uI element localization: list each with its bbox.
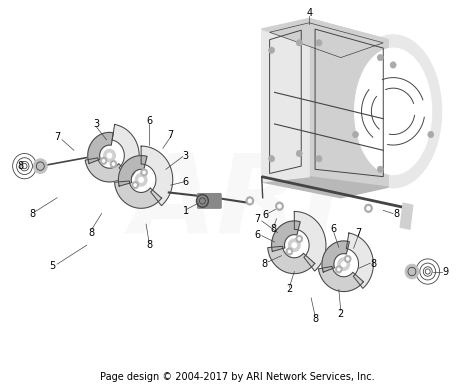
Circle shape xyxy=(337,268,340,271)
Polygon shape xyxy=(294,212,326,271)
Circle shape xyxy=(288,239,300,252)
Circle shape xyxy=(292,242,297,248)
Polygon shape xyxy=(262,177,388,198)
Circle shape xyxy=(390,62,396,68)
Circle shape xyxy=(316,156,322,162)
Polygon shape xyxy=(268,246,315,274)
Circle shape xyxy=(286,248,293,255)
Circle shape xyxy=(107,153,112,158)
Polygon shape xyxy=(309,19,388,187)
Text: 8: 8 xyxy=(146,240,152,250)
Text: 6: 6 xyxy=(255,230,261,240)
Polygon shape xyxy=(262,19,309,182)
Text: 7: 7 xyxy=(168,130,174,139)
Ellipse shape xyxy=(345,35,442,188)
Circle shape xyxy=(298,237,301,240)
FancyBboxPatch shape xyxy=(198,193,221,208)
Text: 2: 2 xyxy=(286,284,292,295)
Text: 6: 6 xyxy=(182,177,189,187)
Text: 8: 8 xyxy=(29,208,36,218)
Circle shape xyxy=(335,266,342,273)
Circle shape xyxy=(110,160,117,168)
Circle shape xyxy=(248,199,252,203)
Circle shape xyxy=(275,202,283,210)
Text: 3: 3 xyxy=(182,151,189,161)
Circle shape xyxy=(344,255,351,262)
Polygon shape xyxy=(112,124,139,180)
Circle shape xyxy=(341,261,346,267)
Circle shape xyxy=(346,257,349,261)
Circle shape xyxy=(366,206,370,210)
Polygon shape xyxy=(115,181,162,208)
Polygon shape xyxy=(85,158,128,182)
Circle shape xyxy=(143,171,146,174)
Circle shape xyxy=(296,150,302,157)
Text: 8: 8 xyxy=(18,161,24,171)
Polygon shape xyxy=(400,203,413,229)
Circle shape xyxy=(377,54,383,61)
Text: 3: 3 xyxy=(93,119,100,129)
Text: 6: 6 xyxy=(331,224,337,234)
Circle shape xyxy=(135,174,147,186)
Circle shape xyxy=(33,159,47,174)
Text: ARI: ARI xyxy=(130,149,344,257)
Polygon shape xyxy=(272,221,300,251)
Polygon shape xyxy=(118,156,147,186)
Circle shape xyxy=(365,204,373,213)
Text: 8: 8 xyxy=(271,224,277,234)
Circle shape xyxy=(428,131,434,138)
Polygon shape xyxy=(88,132,113,164)
Text: 5: 5 xyxy=(49,261,55,271)
Circle shape xyxy=(132,181,139,189)
Text: 2: 2 xyxy=(337,309,344,319)
Circle shape xyxy=(112,163,115,166)
Circle shape xyxy=(269,156,274,162)
Circle shape xyxy=(316,40,322,46)
Text: 6: 6 xyxy=(263,210,269,220)
Circle shape xyxy=(353,131,358,138)
Ellipse shape xyxy=(355,48,432,174)
Circle shape xyxy=(246,197,254,205)
Text: 7: 7 xyxy=(356,227,362,237)
Circle shape xyxy=(100,157,107,164)
Text: 8: 8 xyxy=(312,314,318,324)
Circle shape xyxy=(405,264,419,279)
Circle shape xyxy=(338,258,350,271)
Polygon shape xyxy=(346,233,374,288)
Text: Page design © 2004-2017 by ARI Network Services, Inc.: Page design © 2004-2017 by ARI Network S… xyxy=(100,372,374,382)
Text: 7: 7 xyxy=(255,214,261,224)
Circle shape xyxy=(269,47,274,53)
Circle shape xyxy=(134,183,137,187)
Text: 1: 1 xyxy=(182,207,189,217)
Circle shape xyxy=(377,166,383,173)
Circle shape xyxy=(139,177,144,183)
Circle shape xyxy=(296,235,303,242)
Circle shape xyxy=(104,149,116,162)
Text: 6: 6 xyxy=(146,116,152,126)
Text: 8: 8 xyxy=(262,259,268,269)
Circle shape xyxy=(141,169,147,176)
Polygon shape xyxy=(319,266,364,291)
Circle shape xyxy=(102,159,105,163)
Text: 4: 4 xyxy=(306,8,312,18)
Polygon shape xyxy=(141,146,173,206)
Text: 8: 8 xyxy=(393,208,399,218)
Circle shape xyxy=(288,250,291,253)
Polygon shape xyxy=(322,241,349,272)
Text: 7: 7 xyxy=(54,132,60,142)
Circle shape xyxy=(296,40,302,46)
Text: 9: 9 xyxy=(442,266,448,276)
Text: 8: 8 xyxy=(370,259,376,269)
Polygon shape xyxy=(262,19,388,56)
Text: 8: 8 xyxy=(89,227,95,237)
Circle shape xyxy=(277,204,282,208)
